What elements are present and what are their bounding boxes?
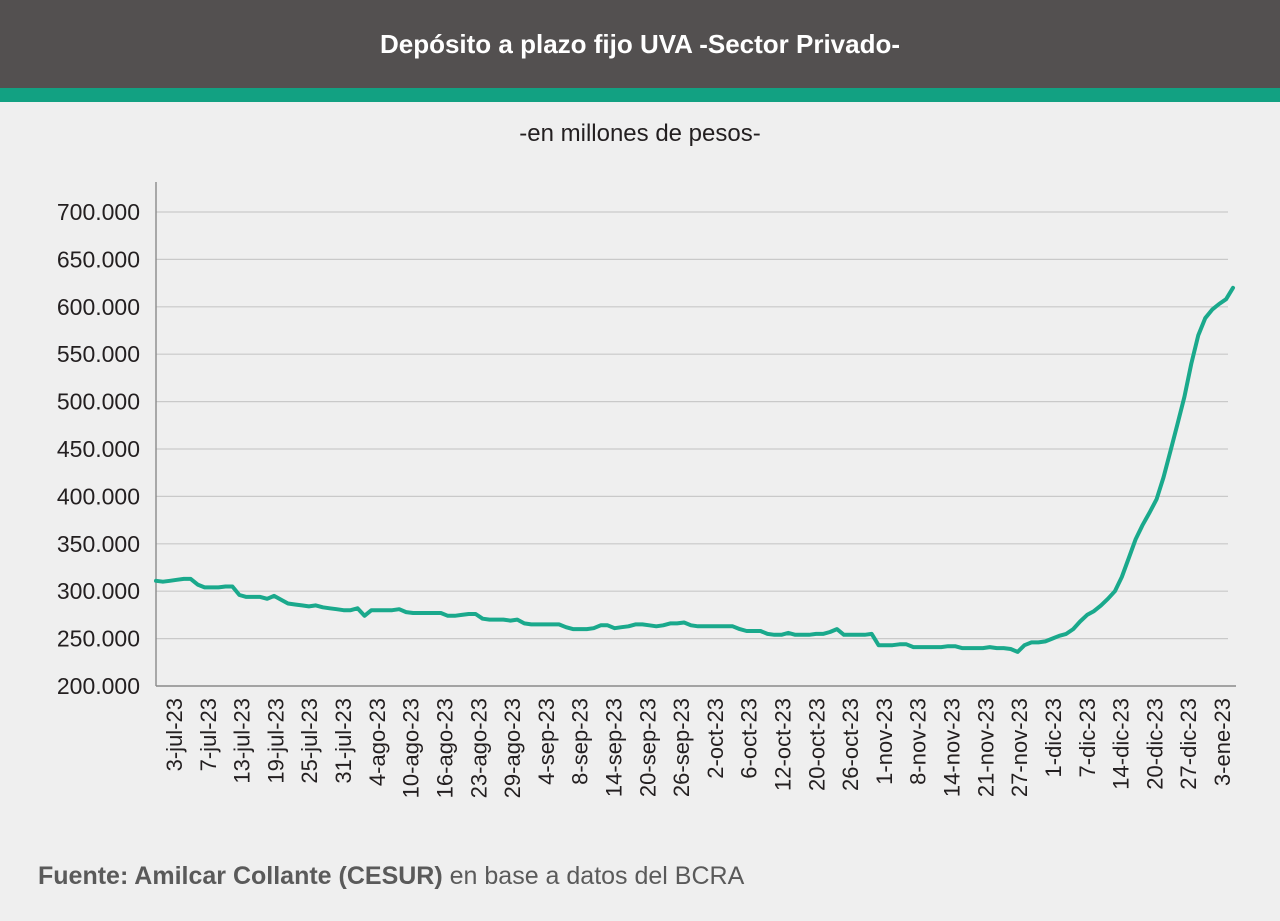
- x-tick-label: 20-sep-23: [635, 698, 660, 797]
- x-tick-label: 25-jul-23: [297, 698, 322, 784]
- x-tick-label: 20-oct-23: [804, 698, 829, 791]
- x-tick-label: 21-nov-23: [973, 698, 998, 797]
- x-tick-label: 12-oct-23: [771, 698, 796, 791]
- x-tick-label: 8-nov-23: [906, 698, 931, 785]
- x-tick-label: 4-ago-23: [365, 698, 390, 786]
- x-tick-label: 2-oct-23: [703, 698, 728, 779]
- x-tick-label: 27-dic-23: [1176, 698, 1201, 790]
- x-tick-label: 27-nov-23: [1007, 698, 1032, 797]
- x-tick-label: 1-nov-23: [872, 698, 897, 785]
- x-tick-label: 14-dic-23: [1109, 698, 1134, 790]
- x-tick-label: 10-ago-23: [399, 698, 424, 798]
- x-tick-label: 3-ene-23: [1210, 698, 1235, 786]
- source-note: Fuente: Amilcar Collante (CESUR) en base…: [38, 862, 744, 891]
- x-tick-label: 31-jul-23: [331, 698, 356, 784]
- y-tick-label: 650.000: [57, 246, 140, 272]
- y-tick-label: 450.000: [57, 436, 140, 462]
- x-tick-label: 20-dic-23: [1142, 698, 1167, 790]
- x-tick-label: 1-dic-23: [1041, 698, 1066, 777]
- y-tick-label: 300.000: [57, 578, 140, 604]
- y-tick-label: 400.000: [57, 483, 140, 509]
- series-line: [154, 285, 1235, 654]
- y-tick-label: 350.000: [57, 531, 140, 557]
- source-author: Fuente: Amilcar Collante (CESUR): [38, 862, 443, 890]
- chart-title-banner: Depósito a plazo fijo UVA -Sector Privad…: [0, 0, 1280, 88]
- x-tick-label: 26-oct-23: [838, 698, 863, 791]
- x-tick-label: 14-sep-23: [601, 698, 626, 797]
- x-tick-label: 6-oct-23: [737, 698, 762, 779]
- chart-subtitle: -en millones de pesos-: [519, 120, 761, 147]
- x-tick-label: 14-nov-23: [940, 698, 965, 797]
- y-tick-label: 200.000: [57, 673, 140, 699]
- chart-title: Depósito a plazo fijo UVA -Sector Privad…: [379, 28, 901, 59]
- x-tick-label: 8-sep-23: [568, 698, 593, 785]
- y-tick-label: 550.000: [57, 341, 140, 367]
- x-tick-label: 7-jul-23: [196, 698, 221, 771]
- x-tick-label: 7-dic-23: [1075, 698, 1100, 777]
- x-tick-label: 16-ago-23: [432, 698, 457, 798]
- y-tick-label: 500.000: [57, 389, 140, 415]
- y-tick-label: 250.000: [57, 626, 140, 652]
- x-tick-label: 29-ago-23: [500, 698, 525, 798]
- x-tick-label: 19-jul-23: [263, 698, 288, 784]
- y-tick-label: 700.000: [57, 199, 140, 225]
- x-tick-label: 26-sep-23: [669, 698, 694, 797]
- x-tick-label: 3-jul-23: [162, 698, 187, 771]
- y-tick-label: 600.000: [57, 294, 140, 320]
- x-tick-label: 4-sep-23: [534, 698, 559, 785]
- x-tick-label: 23-ago-23: [466, 698, 491, 798]
- accent-bar: [0, 88, 1280, 102]
- source-rest: en base a datos del BCRA: [442, 862, 745, 890]
- x-tick-label: 13-jul-23: [230, 698, 255, 784]
